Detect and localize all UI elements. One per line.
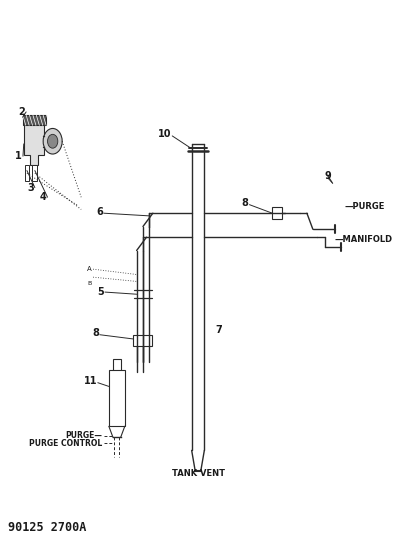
- Bar: [109, 370, 125, 426]
- Text: 8: 8: [92, 328, 99, 338]
- Text: B: B: [88, 281, 92, 286]
- Text: TANK VENT: TANK VENT: [171, 469, 225, 478]
- Text: 2: 2: [18, 107, 25, 117]
- Text: 8: 8: [242, 198, 249, 208]
- Text: 3: 3: [27, 183, 34, 192]
- Bar: [133, 335, 152, 346]
- Text: 6: 6: [96, 207, 103, 217]
- Text: PURGE CONTROL: PURGE CONTROL: [29, 439, 102, 448]
- Text: 7: 7: [216, 326, 223, 335]
- Text: —PURGE: —PURGE: [345, 203, 385, 211]
- Text: 1: 1: [15, 151, 22, 161]
- Text: 4: 4: [40, 192, 47, 202]
- Bar: [32, 165, 37, 181]
- Text: 5: 5: [97, 287, 104, 297]
- Text: 90125 2700A: 90125 2700A: [8, 521, 86, 533]
- Text: 11: 11: [84, 376, 97, 386]
- Bar: [23, 115, 46, 125]
- Bar: [113, 359, 121, 372]
- Text: 10: 10: [158, 130, 171, 139]
- Bar: [25, 165, 29, 181]
- Bar: [272, 207, 282, 219]
- Text: A: A: [87, 266, 92, 272]
- Text: PURGE—: PURGE—: [65, 432, 102, 440]
- Circle shape: [43, 128, 62, 154]
- Circle shape: [48, 134, 58, 148]
- Text: 9: 9: [325, 171, 331, 181]
- Polygon shape: [24, 125, 44, 165]
- Text: —MANIFOLD: —MANIFOLD: [335, 236, 393, 244]
